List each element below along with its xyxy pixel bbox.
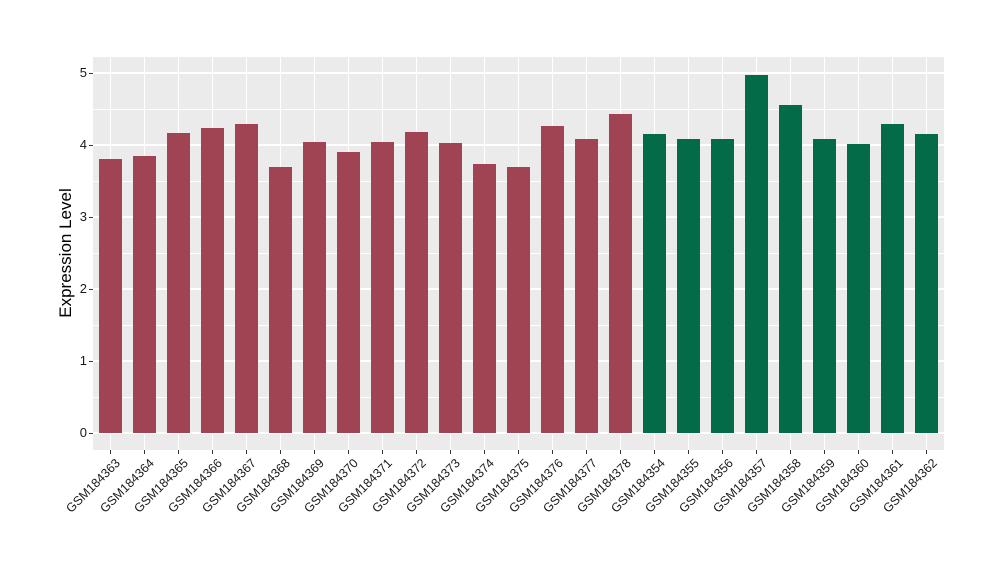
bar xyxy=(847,144,871,433)
bar xyxy=(472,164,496,433)
bar xyxy=(200,128,224,433)
y-tick xyxy=(89,145,93,146)
x-tick xyxy=(552,450,554,454)
bar xyxy=(507,167,530,433)
x-tick xyxy=(211,450,213,454)
y-tick xyxy=(89,433,93,434)
plot-panel xyxy=(93,57,944,450)
bar xyxy=(166,133,190,433)
bar xyxy=(438,143,462,433)
x-tick xyxy=(347,450,349,454)
x-tick xyxy=(518,450,519,454)
bar xyxy=(677,139,701,433)
x-tick xyxy=(483,450,485,454)
x-tick xyxy=(620,450,622,454)
bar xyxy=(336,152,360,433)
x-tick xyxy=(586,450,588,454)
bar xyxy=(881,124,905,433)
bar xyxy=(813,139,837,433)
bar xyxy=(302,142,326,433)
x-tick xyxy=(381,450,383,454)
x-tick xyxy=(279,450,281,454)
bar xyxy=(643,134,667,433)
bar xyxy=(404,132,428,433)
x-tick xyxy=(790,450,792,454)
x-tick xyxy=(143,450,145,454)
x-tick xyxy=(756,450,758,454)
y-tick-label: 0 xyxy=(79,425,87,440)
bar xyxy=(98,159,122,433)
bar xyxy=(370,142,394,433)
x-tick xyxy=(824,450,826,454)
x-tick xyxy=(109,450,111,454)
x-tick xyxy=(449,450,451,454)
x-tick xyxy=(858,450,860,454)
x-tick xyxy=(688,450,690,454)
x-tick xyxy=(722,450,724,454)
bar xyxy=(132,156,156,433)
y-tick-label: 2 xyxy=(79,281,87,296)
bar xyxy=(268,167,292,433)
y-tick-label: 4 xyxy=(79,137,87,152)
y-tick-label: 5 xyxy=(79,65,87,80)
y-tick xyxy=(89,73,93,74)
bar xyxy=(541,126,565,433)
y-tick xyxy=(89,289,93,290)
x-tick xyxy=(892,450,894,454)
y-tick-label: 1 xyxy=(79,353,87,368)
bar xyxy=(609,114,633,433)
x-tick xyxy=(926,450,928,454)
x-tick xyxy=(177,450,179,454)
y-tick xyxy=(89,361,93,362)
y-tick-label: 3 xyxy=(79,209,87,224)
x-tick xyxy=(415,450,417,454)
y-axis-title: Expression Level xyxy=(56,188,75,318)
bar xyxy=(234,124,258,433)
x-tick xyxy=(654,450,656,454)
x-tick xyxy=(313,450,315,454)
bar xyxy=(915,134,939,433)
bar xyxy=(711,139,735,433)
bar xyxy=(575,139,599,433)
bar xyxy=(745,75,769,433)
x-tick xyxy=(245,450,247,454)
bar xyxy=(779,105,803,433)
y-tick xyxy=(89,217,93,218)
